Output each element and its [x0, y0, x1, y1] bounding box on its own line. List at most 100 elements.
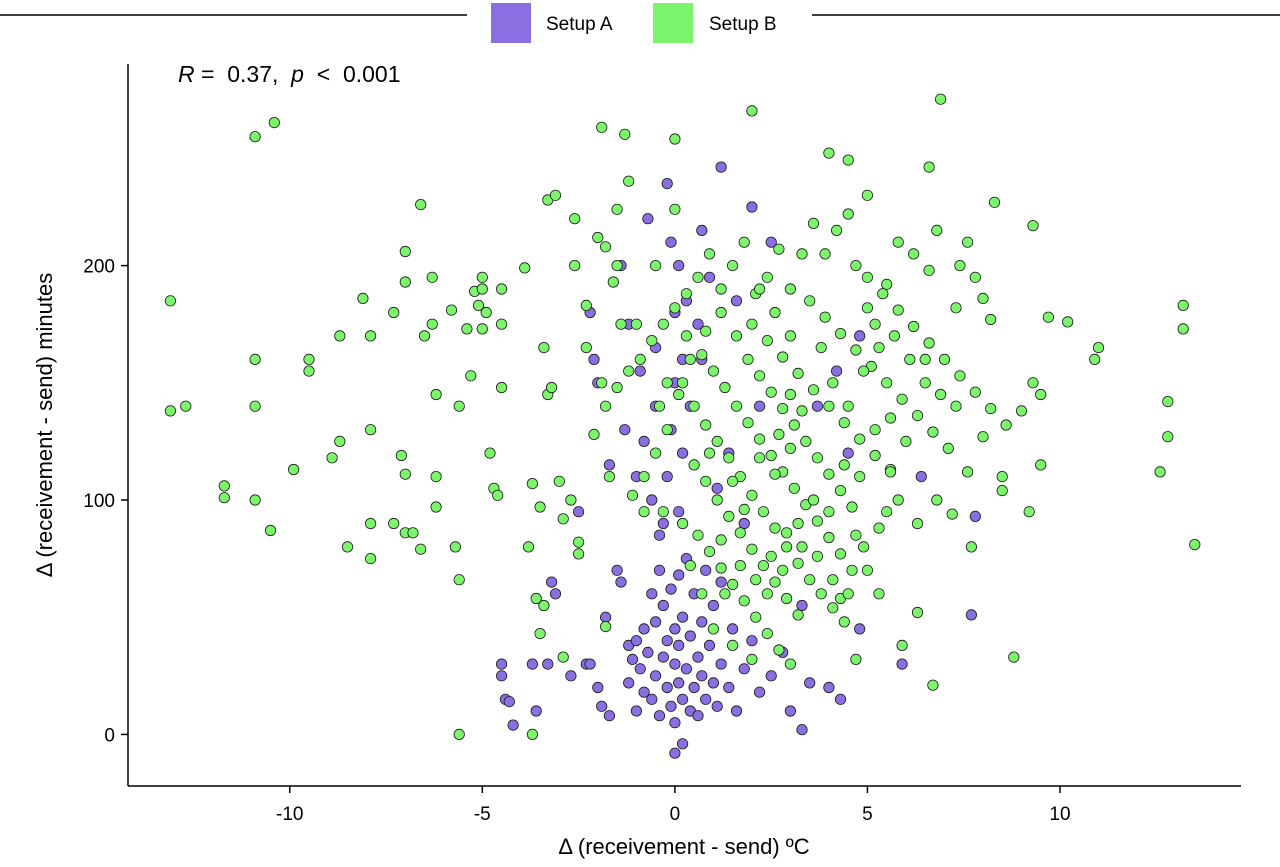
point-setup-b-284	[784, 388, 797, 401]
point-setup-b-286	[738, 503, 750, 515]
point-setup-a-13	[592, 681, 604, 694]
point-setup-b-76	[549, 189, 562, 201]
point-setup-a-6	[530, 705, 542, 717]
point-setup-b-32	[418, 330, 431, 342]
point-setup-b-310	[761, 588, 773, 600]
point-setup-b-21	[364, 517, 377, 530]
point-setup-b-267	[911, 409, 924, 422]
point-setup-b-255	[823, 400, 835, 412]
point-setup-a-56	[692, 651, 704, 663]
point-setup-a-63	[707, 677, 720, 689]
point-setup-b-218	[723, 510, 735, 523]
point-setup-b-296	[904, 353, 916, 365]
legend-swatch-setup-a	[491, 3, 531, 43]
point-setup-a-99	[642, 213, 654, 225]
point-setup-b-202	[707, 365, 720, 377]
point-setup-a-83	[661, 470, 673, 483]
point-setup-b-20	[364, 424, 377, 436]
point-setup-b-88	[530, 592, 542, 605]
point-setup-a-129	[692, 318, 704, 330]
point-setup-a-120	[842, 447, 854, 459]
point-setup-a-57	[692, 710, 704, 722]
point-setup-b-104	[861, 189, 874, 201]
point-setup-b-70	[588, 428, 600, 440]
point-setup-b-122	[1035, 459, 1047, 471]
point-setup-b-82	[623, 175, 635, 187]
point-setup-b-7	[249, 353, 261, 365]
point-setup-b-124	[996, 484, 1008, 497]
point-setup-b-243	[777, 402, 789, 415]
point-setup-b-135	[896, 639, 908, 652]
legend-label-setup-b: Setup B	[709, 14, 777, 35]
point-setup-b-81	[607, 276, 619, 288]
point-setup-b-300	[784, 330, 797, 342]
point-setup-b-328	[842, 588, 854, 600]
point-setup-b-228	[726, 578, 739, 591]
point-setup-b-110	[1162, 431, 1174, 443]
point-setup-b-69	[580, 299, 592, 311]
point-setup-b-316	[854, 470, 866, 483]
point-setup-b-199	[838, 616, 850, 628]
point-setup-a-22	[630, 705, 643, 717]
point-setup-b-288	[715, 534, 727, 546]
point-setup-b-211	[811, 515, 824, 527]
point-setup-b-173	[669, 302, 681, 314]
point-setup-b-246	[811, 452, 824, 464]
point-setup-a-87	[676, 447, 689, 459]
point-setup-a-86	[673, 506, 685, 518]
point-setup-b-158	[842, 208, 854, 220]
point-setup-b-154	[881, 278, 893, 290]
point-setup-b-299	[950, 400, 962, 412]
point-setup-b-261	[819, 311, 831, 323]
point-setup-b-244	[788, 419, 800, 431]
point-setup-a-53	[684, 630, 696, 642]
point-setup-b-95	[638, 506, 650, 518]
point-setup-b-189	[723, 452, 735, 464]
point-setup-b-12	[303, 365, 315, 377]
point-setup-b-252	[777, 351, 789, 363]
point-setup-b-149	[950, 302, 962, 314]
point-setup-b-291	[827, 377, 839, 389]
point-setup-b-121	[1023, 506, 1035, 518]
point-setup-a-41	[669, 658, 681, 670]
point-setup-b-258	[869, 449, 881, 462]
point-setup-b-42	[453, 574, 465, 586]
point-setup-a-3	[503, 695, 515, 708]
point-setup-b-274	[923, 337, 935, 349]
x-tick-label-3: 5	[862, 804, 873, 825]
point-setup-b-297	[919, 377, 931, 389]
point-setup-b-304	[715, 306, 727, 319]
point-setup-b-60	[534, 501, 546, 513]
point-setup-b-9	[249, 494, 261, 506]
point-setup-b-159	[830, 224, 843, 236]
point-setup-b-196	[804, 574, 816, 586]
point-setup-b-194	[780, 541, 793, 553]
point-setup-b-249	[846, 501, 858, 513]
point-setup-b-92	[569, 259, 581, 272]
point-setup-a-49	[676, 738, 689, 750]
point-setup-b-108	[1089, 353, 1101, 365]
point-setup-b-269	[942, 442, 954, 454]
point-setup-b-225	[692, 529, 704, 541]
point-setup-a-26	[638, 686, 650, 698]
point-setup-b-191	[746, 489, 758, 501]
point-setup-a-31	[649, 616, 662, 628]
point-setup-a-25	[638, 623, 650, 635]
x-tick-label-4: 10	[1049, 804, 1070, 825]
point-setup-a-107	[638, 435, 650, 447]
point-setup-a-66	[715, 658, 727, 670]
point-setup-b-206	[753, 433, 766, 445]
point-setup-b-306	[684, 353, 696, 365]
point-setup-a-4	[507, 719, 519, 731]
point-setup-b-16	[326, 452, 338, 464]
point-setup-b-278	[985, 402, 997, 415]
point-setup-b-134	[931, 494, 943, 506]
point-setup-b-115	[1092, 341, 1105, 354]
point-setup-a-104	[765, 236, 777, 248]
point-setup-a-12	[584, 658, 596, 670]
y-tick-label-0: 0	[104, 725, 115, 746]
point-setup-b-260	[804, 295, 816, 307]
point-setup-a-60	[700, 693, 712, 705]
point-setup-b-326	[811, 550, 824, 562]
point-setup-b-39	[445, 304, 458, 316]
